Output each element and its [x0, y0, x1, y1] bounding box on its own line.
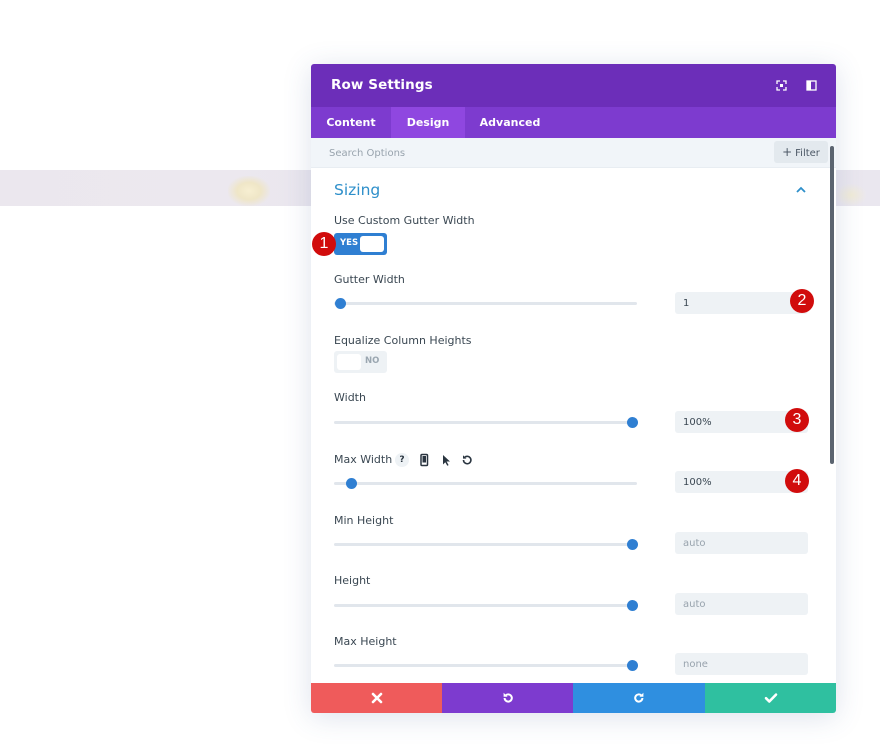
max-height-slider[interactable] [334, 660, 638, 671]
width-slider[interactable] [334, 417, 638, 428]
search-bar [311, 138, 836, 168]
section-title-sizing[interactable]: Sizing [334, 181, 381, 199]
discard-button[interactable] [311, 683, 442, 713]
sidebar-layout-icon[interactable] [806, 80, 817, 91]
toggle-knob [360, 236, 384, 252]
equalize-toggle[interactable]: NO [334, 351, 387, 373]
slider-handle[interactable] [627, 660, 638, 671]
gutter-width-slider[interactable] [334, 298, 637, 309]
gutter-width-input[interactable] [675, 292, 808, 314]
custom-gutter-toggle[interactable]: YES [334, 233, 387, 255]
undo-icon [503, 692, 513, 703]
modal-footer [311, 683, 836, 713]
tab-content[interactable]: Content [326, 116, 376, 129]
undo-button[interactable] [442, 683, 573, 713]
slider-handle[interactable] [627, 600, 638, 611]
tab-design[interactable]: Design [391, 107, 465, 138]
toggle-yes-text: YES [340, 238, 359, 248]
help-icon[interactable]: ? [395, 453, 409, 467]
fullscreen-icon[interactable] [776, 80, 787, 91]
row-settings-modal: Row Settings Content Design Advanced +Fi… [311, 64, 836, 713]
equalize-label: Equalize Column Heights [334, 334, 472, 347]
toggle-knob [337, 354, 361, 370]
gutter-width-label: Gutter Width [334, 273, 405, 286]
cursor-icon[interactable] [439, 453, 453, 467]
slider-handle[interactable] [346, 478, 357, 489]
close-icon [371, 692, 382, 704]
slider-handle[interactable] [335, 298, 346, 309]
redo-icon [634, 692, 644, 703]
redo-button[interactable] [573, 683, 705, 713]
max-height-input[interactable] [675, 653, 808, 675]
filter-label: Filter [795, 148, 820, 159]
min-height-input[interactable] [675, 532, 808, 554]
check-icon [764, 693, 777, 703]
height-slider[interactable] [334, 600, 638, 611]
background-light [836, 184, 866, 206]
plus-icon: + [782, 145, 793, 159]
annotation-badge-3: 3 [785, 408, 809, 432]
modal-title: Row Settings [331, 77, 433, 93]
background-light [228, 176, 270, 206]
save-button[interactable] [705, 683, 836, 713]
width-label: Width [334, 391, 366, 404]
scrollbar[interactable] [830, 146, 834, 464]
search-options-input[interactable] [329, 144, 629, 162]
tab-advanced[interactable]: Advanced [479, 116, 541, 129]
tab-bar: Content Design Advanced [311, 107, 836, 138]
min-height-slider[interactable] [334, 539, 638, 550]
height-input[interactable] [675, 593, 808, 615]
modal-header: Row Settings [311, 64, 836, 107]
slider-handle[interactable] [627, 539, 638, 550]
annotation-badge-2: 2 [790, 289, 814, 313]
min-height-label: Min Height [334, 514, 394, 527]
max-width-slider[interactable] [334, 478, 637, 489]
reset-icon[interactable] [460, 453, 474, 467]
max-width-label: Max Width [334, 453, 393, 466]
annotation-badge-4: 4 [785, 469, 809, 493]
max-width-input[interactable] [675, 471, 808, 493]
toggle-no-text: NO [365, 356, 380, 366]
height-label: Height [334, 574, 371, 587]
slider-handle[interactable] [627, 417, 638, 428]
annotation-badge-1: 1 [312, 232, 336, 256]
filter-button[interactable]: + Filter [774, 141, 828, 163]
width-input[interactable] [675, 411, 808, 433]
max-height-label: Max Height [334, 635, 397, 648]
custom-gutter-label: Use Custom Gutter Width [334, 214, 475, 227]
max-width-option-icons: ? [395, 453, 479, 467]
mobile-icon[interactable] [417, 453, 431, 467]
chevron-up-icon[interactable] [795, 185, 807, 195]
